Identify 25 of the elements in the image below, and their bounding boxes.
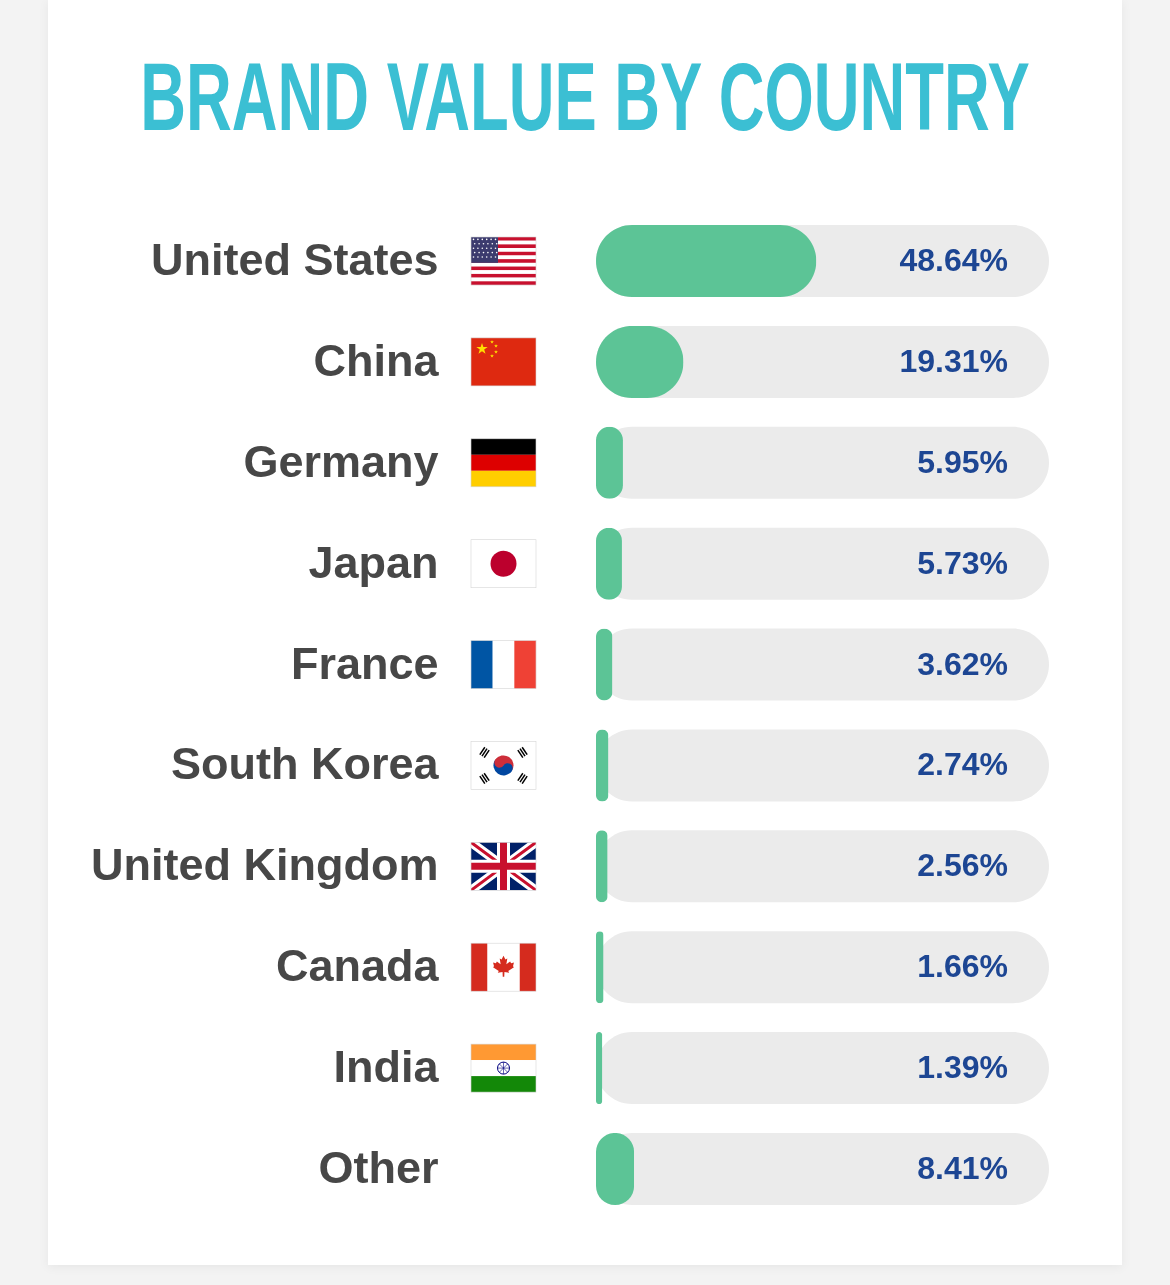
y-tick-label: United States bbox=[150, 234, 439, 286]
y-tick-label: Other bbox=[318, 1141, 439, 1193]
data-label: 5.73% bbox=[917, 544, 1008, 581]
chart-title: BRAND VALUE BY COUNTRY bbox=[140, 43, 1030, 150]
bar bbox=[596, 729, 609, 802]
y-tick-label: China bbox=[313, 334, 440, 386]
data-label: 8.41% bbox=[917, 1149, 1008, 1186]
y-tick-label: South Korea bbox=[170, 738, 440, 790]
data-label: 2.56% bbox=[917, 847, 1008, 884]
bar bbox=[596, 830, 608, 903]
data-label: 2.74% bbox=[917, 746, 1008, 783]
data-label: 1.39% bbox=[917, 1049, 1008, 1086]
data-label: 3.62% bbox=[917, 645, 1008, 682]
y-tick-label: Japan bbox=[308, 536, 439, 588]
y-tick-label: India bbox=[333, 1041, 440, 1093]
data-label: 19.31% bbox=[899, 342, 1008, 379]
bar bbox=[596, 1032, 603, 1105]
y-tick-label: Germany bbox=[243, 435, 439, 487]
bar bbox=[596, 628, 613, 701]
data-label: 5.95% bbox=[917, 443, 1008, 480]
data-label: 1.66% bbox=[917, 948, 1008, 985]
y-tick-label: Canada bbox=[275, 940, 440, 992]
data-label: 48.64% bbox=[899, 242, 1008, 279]
y-tick-label: United Kingdom bbox=[91, 839, 439, 891]
y-tick-label: France bbox=[290, 637, 439, 689]
